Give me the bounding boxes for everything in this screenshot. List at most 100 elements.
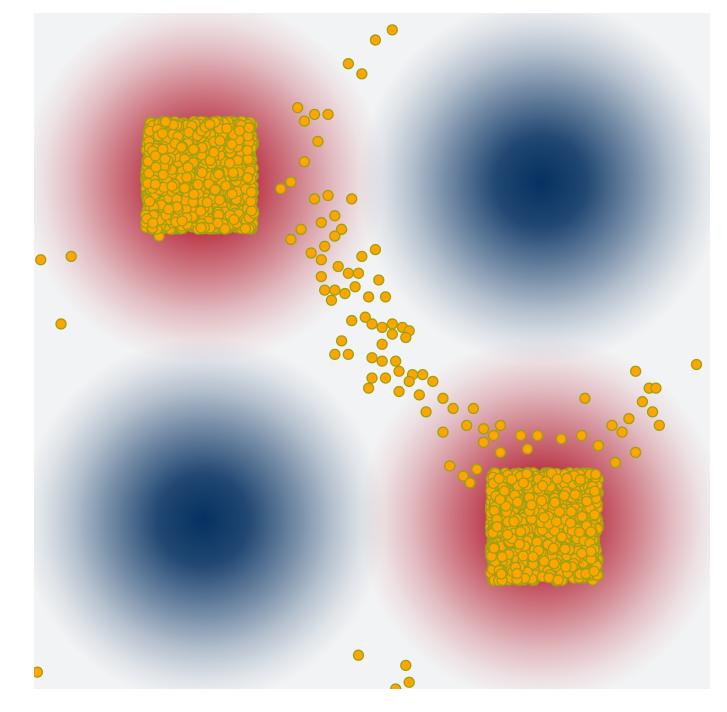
cluster-point (495, 568, 507, 580)
scatter-point (629, 365, 642, 377)
cluster-point (209, 183, 221, 196)
cluster-point (543, 572, 555, 584)
cluster-point (192, 178, 204, 191)
cluster-point (547, 542, 560, 554)
scatter-point (376, 355, 388, 367)
cluster-point (166, 180, 178, 192)
cluster-point (564, 517, 577, 529)
cluster-point (226, 138, 238, 151)
scatter-point (35, 254, 47, 266)
cluster-point (212, 168, 225, 180)
scatter-point (315, 254, 327, 266)
scatter-point (413, 389, 425, 401)
cluster-point (213, 194, 226, 206)
cluster-point (588, 509, 601, 521)
scatter-point (55, 318, 67, 330)
scatter-point (437, 426, 449, 438)
cluster-point (242, 172, 254, 184)
scatter-point (464, 477, 476, 489)
cluster-point (550, 516, 563, 528)
scatter-point (477, 423, 490, 435)
cluster-point (558, 489, 570, 502)
scatter-point (329, 348, 341, 361)
scatter-point (420, 406, 432, 418)
cluster-point (195, 222, 207, 234)
scatter-point (285, 176, 297, 188)
scatter-point (403, 375, 415, 388)
cluster-point (201, 196, 213, 209)
cluster-point (196, 166, 208, 179)
cluster-point (488, 542, 500, 554)
scatter-point (521, 443, 534, 455)
scatter-point (400, 331, 412, 344)
cluster-point (204, 118, 216, 130)
scatter-point (275, 183, 287, 195)
scatter-point (373, 274, 385, 286)
scatter-point (379, 291, 392, 303)
scatter-point (352, 267, 365, 279)
scatter-point (339, 287, 351, 300)
scatter-point (291, 101, 304, 114)
scatter-point (460, 419, 473, 432)
scatter-point (342, 58, 354, 70)
cluster-point (538, 511, 550, 524)
cluster-point (574, 474, 586, 486)
scatter-point (369, 243, 382, 256)
scatter-point (356, 68, 368, 80)
cluster-point (188, 188, 200, 200)
scatter-point (555, 433, 567, 445)
scatter-point (295, 223, 307, 235)
cluster-point (220, 180, 232, 192)
scatter-point (646, 406, 659, 418)
scatter-point (349, 281, 361, 293)
scatter-point (592, 439, 605, 452)
cluster-point (187, 143, 200, 155)
scatter-point (305, 247, 317, 259)
scatter-point (444, 460, 456, 472)
scatter-point (606, 419, 618, 432)
cluster-point (569, 488, 581, 501)
scatter-point (494, 446, 507, 459)
cluster-point (585, 545, 597, 558)
scatter-point (653, 419, 665, 432)
cluster-point (245, 205, 258, 217)
scatter-point (447, 402, 459, 415)
cluster-point (156, 127, 169, 140)
scatter-point (427, 375, 439, 388)
cluster-point (527, 551, 539, 563)
cluster-point (525, 499, 538, 511)
scatter-point (629, 446, 642, 459)
scatter-point (285, 233, 297, 246)
cluster-point (585, 526, 597, 538)
cluster-point (245, 186, 258, 198)
scatter-point (690, 358, 703, 371)
cluster-point (143, 195, 156, 208)
cluster-point (535, 495, 548, 507)
cluster-point (245, 195, 257, 208)
cluster-point (226, 188, 238, 200)
cluster-point (517, 477, 530, 489)
cluster-point (511, 567, 523, 580)
cluster-point (588, 565, 600, 577)
cluster-point (551, 473, 563, 485)
cluster-point (159, 116, 172, 128)
scatter-point (467, 402, 480, 415)
scatter-point (515, 429, 527, 442)
cluster-point (560, 561, 572, 573)
scatter-point (298, 156, 311, 168)
scatter-point (315, 270, 327, 283)
cluster-point (549, 496, 561, 509)
cluster-point (514, 526, 527, 538)
cluster-point (194, 205, 207, 217)
scatter-point (319, 284, 331, 296)
cluster-point (175, 141, 188, 153)
scatter-point (356, 250, 368, 263)
cluster-point (239, 222, 252, 235)
scatter-point (366, 372, 378, 384)
scatter-point (312, 135, 324, 148)
heatmap-negative-blob (358, 13, 710, 365)
cluster-point (508, 515, 520, 528)
scatter-point (322, 189, 334, 202)
cluster-point (162, 203, 175, 215)
